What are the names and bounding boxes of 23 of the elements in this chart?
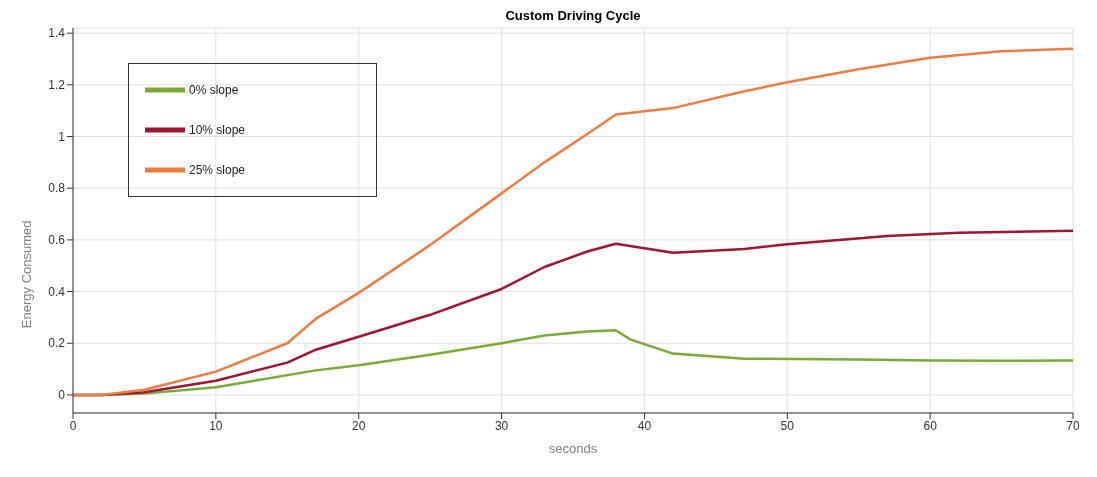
line-series [73,47,1073,397]
y-tick-label: 0.2 [48,336,66,351]
legend-label: 25% slope [189,163,246,178]
y-tick-label: 1 [58,129,66,144]
y-tick-label: 0.8 [48,181,66,196]
y-tick-label: 1.4 [48,26,66,41]
chart-title: Custom Driving Cycle [504,8,642,23]
x-tick-label: 10 [209,418,223,433]
x-tick-label: 20 [352,418,366,433]
x-axis-title: seconds [548,441,598,456]
y-tick-label: 0.6 [48,233,66,248]
x-tick-label: 50 [780,418,795,433]
y-tick-label: 0.4 [48,284,66,299]
x-tick-label: 70 [1066,418,1080,433]
y-tick-label: 1.2 [48,78,66,93]
x-tick-label: 40 [637,418,652,433]
x-tick-label: 30 [494,418,509,433]
legend-label: 10% slope [189,123,246,138]
y-tick-label: 0 [58,388,66,403]
x-tick-label: 0 [69,418,77,433]
legend-label: 0% slope [189,83,239,98]
y-axis-title: Energy Consumed [18,220,34,329]
x-tick-label: 60 [923,418,938,433]
